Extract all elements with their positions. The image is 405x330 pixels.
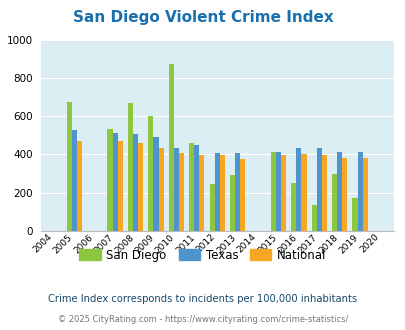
Bar — [270, 151, 275, 231]
Bar — [336, 151, 341, 231]
Bar — [189, 143, 194, 231]
Bar — [357, 151, 362, 231]
Bar — [362, 158, 367, 231]
Text: © 2025 CityRating.com - https://www.cityrating.com/crime-statistics/: © 2025 CityRating.com - https://www.city… — [58, 315, 347, 324]
Bar — [290, 183, 296, 231]
Bar — [209, 184, 214, 231]
Bar — [138, 143, 143, 231]
Text: Crime Index corresponds to incidents per 100,000 inhabitants: Crime Index corresponds to incidents per… — [48, 294, 357, 304]
Bar — [280, 155, 286, 231]
Bar — [107, 129, 112, 231]
Bar — [128, 103, 133, 231]
Bar — [240, 159, 245, 231]
Bar — [179, 153, 183, 231]
Bar — [331, 174, 336, 231]
Bar — [148, 116, 153, 231]
Bar — [352, 198, 357, 231]
Bar — [199, 155, 204, 231]
Bar — [133, 134, 138, 231]
Bar — [72, 130, 77, 231]
Bar — [77, 142, 82, 231]
Bar — [194, 145, 199, 231]
Bar — [214, 153, 219, 231]
Bar — [321, 155, 326, 231]
Bar — [153, 137, 158, 231]
Bar — [229, 175, 234, 231]
Bar — [311, 205, 316, 231]
Bar — [158, 148, 163, 231]
Bar — [316, 148, 321, 231]
Legend: San Diego, Texas, National: San Diego, Texas, National — [75, 244, 330, 266]
Bar — [219, 155, 224, 231]
Bar — [234, 153, 240, 231]
Bar — [168, 64, 173, 231]
Bar — [296, 148, 301, 231]
Bar — [301, 154, 306, 231]
Bar — [117, 141, 122, 231]
Bar — [341, 158, 347, 231]
Bar — [112, 133, 117, 231]
Bar — [173, 148, 179, 231]
Text: San Diego Violent Crime Index: San Diego Violent Crime Index — [72, 10, 333, 25]
Bar — [66, 102, 72, 231]
Bar — [275, 151, 280, 231]
